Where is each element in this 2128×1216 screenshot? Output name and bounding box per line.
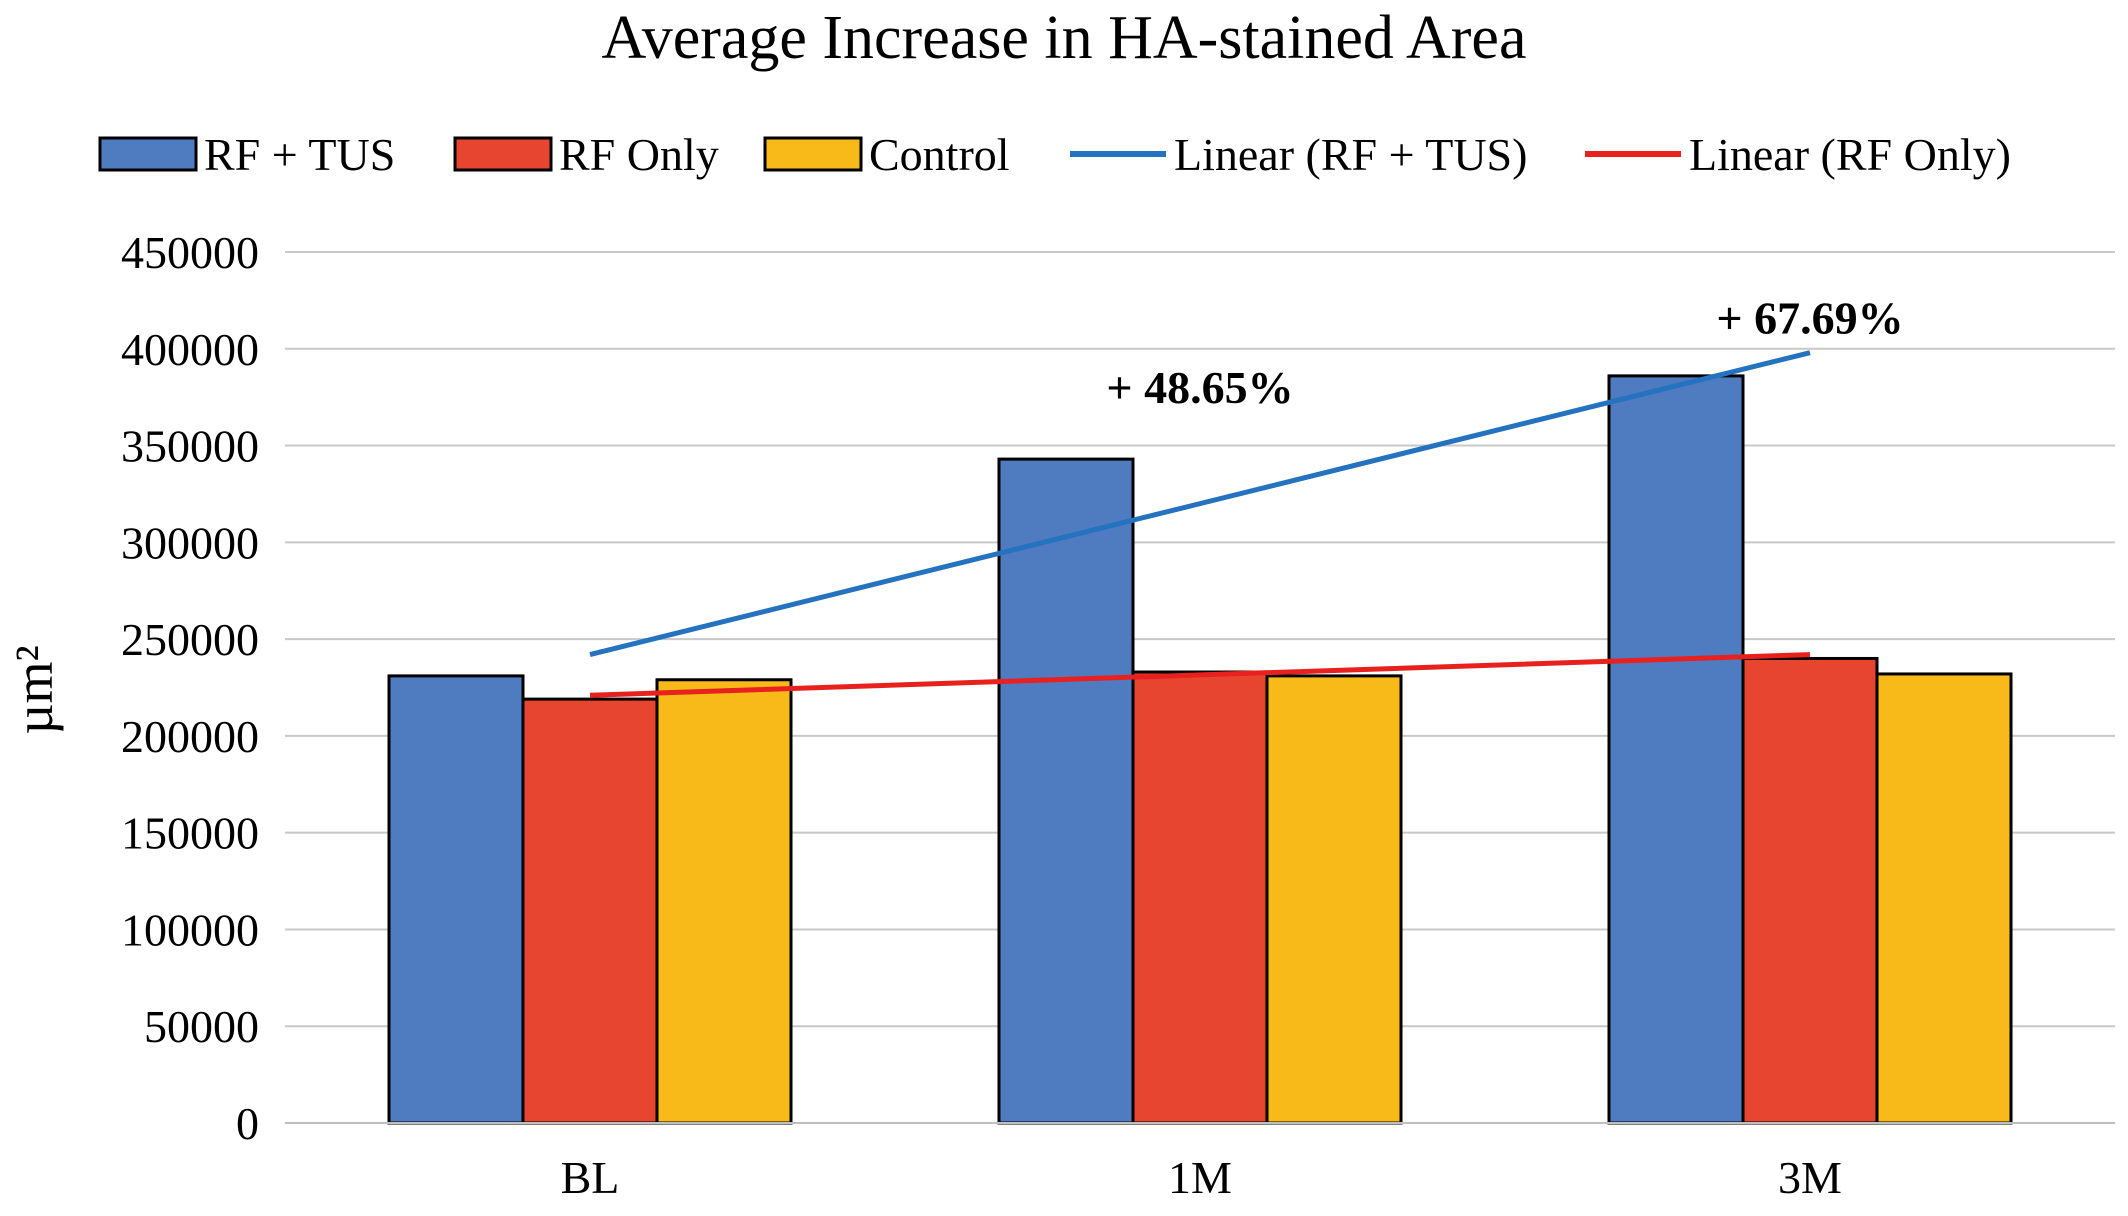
trendline xyxy=(589,350,1811,658)
bar xyxy=(655,678,793,1125)
y-tick-label: 350000 xyxy=(121,421,259,472)
y-tick-label: 0 xyxy=(236,1098,259,1149)
legend-swatch xyxy=(453,136,553,172)
y-tick-label: 250000 xyxy=(121,614,259,665)
trendline xyxy=(589,652,1811,698)
y-tick-label: 450000 xyxy=(121,227,259,278)
x-tick-label: BL xyxy=(561,1152,620,1203)
bar xyxy=(1741,656,1879,1125)
legend-label: Linear (RF Only) xyxy=(1689,129,2011,180)
bar xyxy=(1265,674,1403,1125)
data-label: + 67.69% xyxy=(1716,292,1903,343)
y-tick-label: 100000 xyxy=(121,904,259,955)
y-tick-label: 300000 xyxy=(121,517,259,568)
legend-label: Linear (RF + TUS) xyxy=(1174,129,1527,180)
legend-swatch xyxy=(763,136,863,172)
bar xyxy=(1875,672,2013,1125)
annotations: + 48.65% + 67.69% xyxy=(1106,292,1903,413)
bar xyxy=(1607,374,1745,1125)
x-axis-categories: BL 1M 3M xyxy=(561,1152,1842,1203)
legend-label: RF + TUS xyxy=(204,129,395,180)
legend-label: RF Only xyxy=(559,129,719,180)
x-tick-label: 3M xyxy=(1778,1152,1842,1203)
y-tick-label: 200000 xyxy=(121,711,259,762)
bar xyxy=(997,457,1135,1125)
trendlines xyxy=(589,350,1811,698)
chart-title: Average Increase in HA-stained Area xyxy=(602,4,1527,72)
bar xyxy=(387,674,525,1125)
bar xyxy=(1131,670,1269,1125)
y-axis-label: µm² xyxy=(4,645,64,734)
legend: RF + TUS RF Only Control Linear (RF + TUS) L… xyxy=(98,129,2011,180)
y-tick-label: 150000 xyxy=(121,808,259,859)
bars xyxy=(387,374,2013,1125)
bar xyxy=(521,697,659,1125)
legend-swatch xyxy=(98,136,198,172)
x-tick-label: 1M xyxy=(1168,1152,1232,1203)
data-label: + 48.65% xyxy=(1106,362,1293,413)
y-axis-ticks: 0 50000 100000 150000 200000 250000 300000 3500… xyxy=(121,227,259,1149)
legend-label: Control xyxy=(869,129,1010,180)
y-tick-label: 400000 xyxy=(121,324,259,375)
y-tick-label: 50000 xyxy=(144,1001,259,1052)
